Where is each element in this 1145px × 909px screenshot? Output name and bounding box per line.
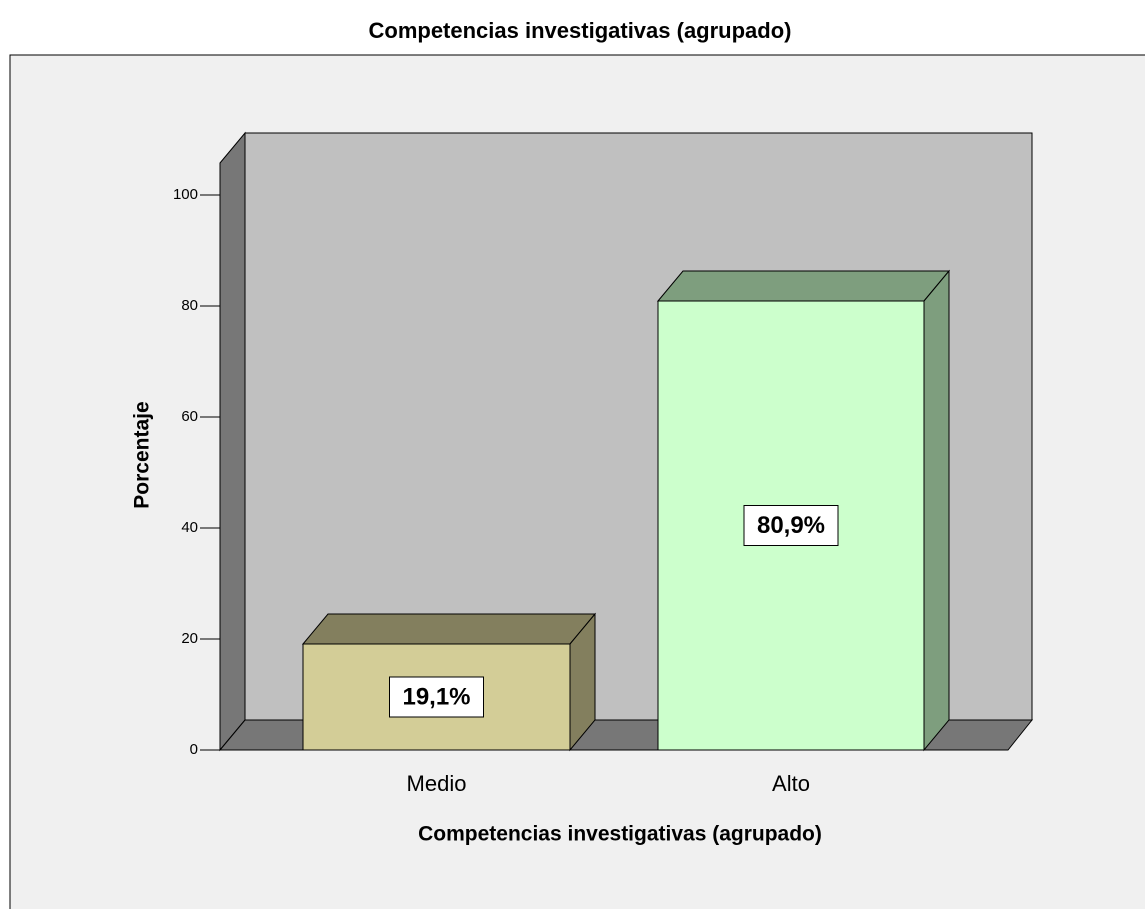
x-tick-label: Alto [772,771,810,796]
bar-top [301,613,597,645]
chart-title: Competencias investigativas (agrupado) [369,18,792,43]
x-tick-label: Medio [407,771,467,796]
y-tick-label: 60 [181,408,198,425]
value-label-box [743,505,839,547]
x-axis-label: Competencias investigativas (agrupado) [418,823,822,846]
y-tick-label: 100 [173,186,198,203]
value-label: 80,9% [757,512,825,539]
left-wall [219,131,246,752]
y-tick-label: 80 [181,297,198,314]
y-tick-label: 20 [181,630,198,647]
value-label-box [389,676,484,718]
y-axis-label: Porcentaje [131,401,154,508]
y-tick-label: 40 [181,519,198,536]
bar-side [923,269,950,752]
bar-top [656,270,951,302]
y-tick-label: 0 [190,741,198,758]
value-label: 19,1% [402,683,470,710]
